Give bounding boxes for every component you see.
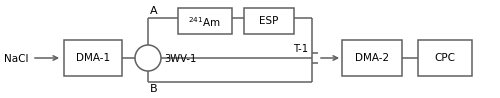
Text: CPC: CPC [434, 53, 456, 63]
Text: $^{241}$Am: $^{241}$Am [188, 15, 220, 29]
Text: B: B [150, 84, 158, 94]
Text: A: A [150, 6, 158, 16]
Text: ESP: ESP [260, 16, 278, 26]
Circle shape [135, 45, 161, 71]
Bar [418, 40, 472, 76]
Bar [342, 40, 402, 76]
Text: NaCl: NaCl [4, 54, 28, 64]
Bar [178, 8, 232, 34]
Text: T-1: T-1 [293, 44, 308, 54]
Text: 3WV-1: 3WV-1 [164, 54, 196, 64]
Bar [244, 8, 294, 34]
Text: DMA-2: DMA-2 [355, 53, 389, 63]
Bar [64, 40, 122, 76]
Text: DMA-1: DMA-1 [76, 53, 110, 63]
